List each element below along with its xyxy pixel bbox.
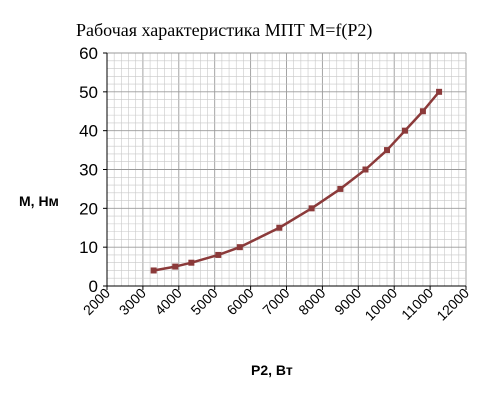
x-axis-ticks: 2000 3000 4000 5000 6000 7000 8000 900010000110… bbox=[80, 285, 472, 324]
y-axis-ticks: 0 10 20 30 40 50 60 bbox=[79, 44, 107, 296]
data-point bbox=[337, 185, 344, 192]
x-tick-label: 9000 bbox=[331, 285, 364, 318]
x-tick-label: 11000 bbox=[398, 285, 436, 323]
y-axis-label: M, Нм bbox=[19, 193, 59, 209]
y-tick-label: 40 bbox=[79, 122, 98, 141]
y-tick-label: 20 bbox=[79, 199, 98, 218]
x-tick-label: 10000 bbox=[361, 285, 400, 324]
x-tick-label: 2000 bbox=[80, 285, 113, 318]
data-point bbox=[436, 88, 443, 95]
data-point bbox=[236, 244, 243, 251]
data-point bbox=[150, 267, 157, 274]
y-tick-label: 60 bbox=[79, 44, 98, 63]
y-tick-label: 10 bbox=[79, 238, 98, 257]
data-point bbox=[172, 263, 179, 270]
data-point bbox=[276, 224, 283, 231]
x-tick-label: 7000 bbox=[259, 285, 292, 318]
x-tick-label: 3000 bbox=[116, 285, 149, 318]
chart-grid bbox=[106, 52, 467, 287]
data-point bbox=[401, 127, 408, 134]
data-point bbox=[419, 108, 426, 115]
data-point bbox=[188, 259, 195, 266]
chart-title: Рабочая характеристика МПТ M=f(P2) bbox=[76, 20, 372, 41]
x-tick-label: 6000 bbox=[223, 285, 256, 318]
data-point bbox=[384, 147, 391, 154]
chart-series bbox=[150, 88, 443, 274]
y-tick-label: 30 bbox=[79, 161, 98, 180]
x-tick-label: 8000 bbox=[295, 285, 328, 318]
data-point bbox=[215, 251, 222, 258]
data-point bbox=[362, 166, 369, 173]
x-tick-label: 12000 bbox=[433, 285, 472, 324]
x-axis-label: P2, Вт bbox=[251, 362, 293, 378]
series-line bbox=[153, 91, 441, 272]
x-tick-label: 5000 bbox=[187, 285, 220, 318]
data-point bbox=[308, 205, 315, 212]
y-tick-label: 0 bbox=[89, 277, 98, 296]
x-tick-label: 4000 bbox=[152, 285, 185, 318]
y-tick-label: 50 bbox=[79, 83, 98, 102]
